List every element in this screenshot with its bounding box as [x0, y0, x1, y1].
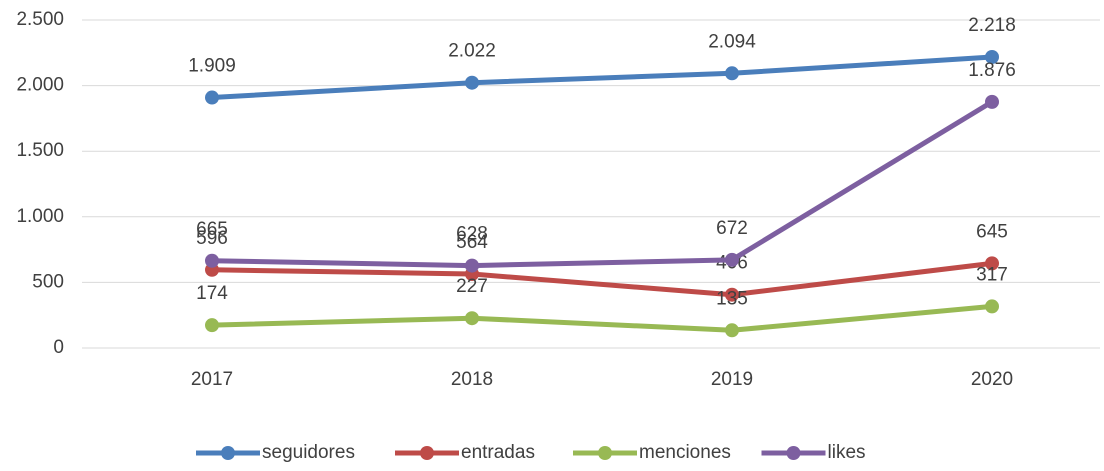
data-point	[725, 287, 739, 302]
data-point	[205, 90, 219, 105]
y-tick-label: 2.500	[16, 9, 64, 30]
data-point	[985, 299, 999, 314]
data-point	[465, 311, 479, 326]
x-tick-label: 2019	[711, 369, 753, 390]
data-label: 665	[196, 219, 228, 240]
data-label: 645	[976, 221, 1008, 242]
x-tick-label: 2020	[971, 369, 1013, 390]
data-label: 1.909	[188, 56, 236, 77]
legend-marker	[420, 446, 434, 460]
data-label: 174	[196, 283, 228, 304]
data-label: 564	[456, 232, 488, 253]
data-label: 2.218	[968, 15, 1016, 36]
data-point	[725, 323, 739, 338]
legend-marker	[221, 446, 235, 460]
data-label: 672	[716, 218, 748, 239]
y-tick-label: 1.000	[16, 206, 64, 227]
series-line	[211, 260, 993, 298]
data-label: 596	[196, 228, 228, 249]
x-tick-label: 2017	[191, 369, 233, 390]
data-label: 628	[456, 224, 488, 245]
legend-label: menciones	[639, 442, 731, 463]
data-point	[205, 318, 219, 333]
legend-marker	[598, 446, 612, 460]
y-tick-label: 1.500	[16, 140, 64, 161]
data-label: 1.876	[968, 60, 1016, 81]
data-label: 2.094	[708, 31, 756, 52]
data-point	[465, 75, 479, 90]
legend-label: seguidores	[262, 442, 355, 463]
series-line	[211, 303, 993, 333]
data-point	[985, 94, 999, 109]
legend-label: entradas	[461, 442, 535, 463]
series-line	[211, 54, 993, 101]
data-point	[205, 253, 219, 268]
data-label: 227	[456, 276, 488, 297]
x-tick-label: 2018	[451, 369, 493, 390]
y-tick-label: 500	[32, 271, 64, 292]
data-point	[985, 49, 999, 64]
data-point	[725, 66, 739, 81]
y-tick-label: 0	[53, 337, 64, 358]
legend-label: likes	[828, 442, 866, 463]
data-label: 135	[716, 288, 748, 309]
data-point	[985, 256, 999, 271]
data-label: 317	[976, 264, 1008, 285]
data-label: 2.022	[448, 41, 496, 62]
y-tick-label: 2.000	[16, 75, 64, 96]
series-line	[211, 99, 994, 269]
data-point	[725, 252, 739, 267]
data-point	[465, 258, 479, 273]
legend-marker	[786, 446, 801, 460]
